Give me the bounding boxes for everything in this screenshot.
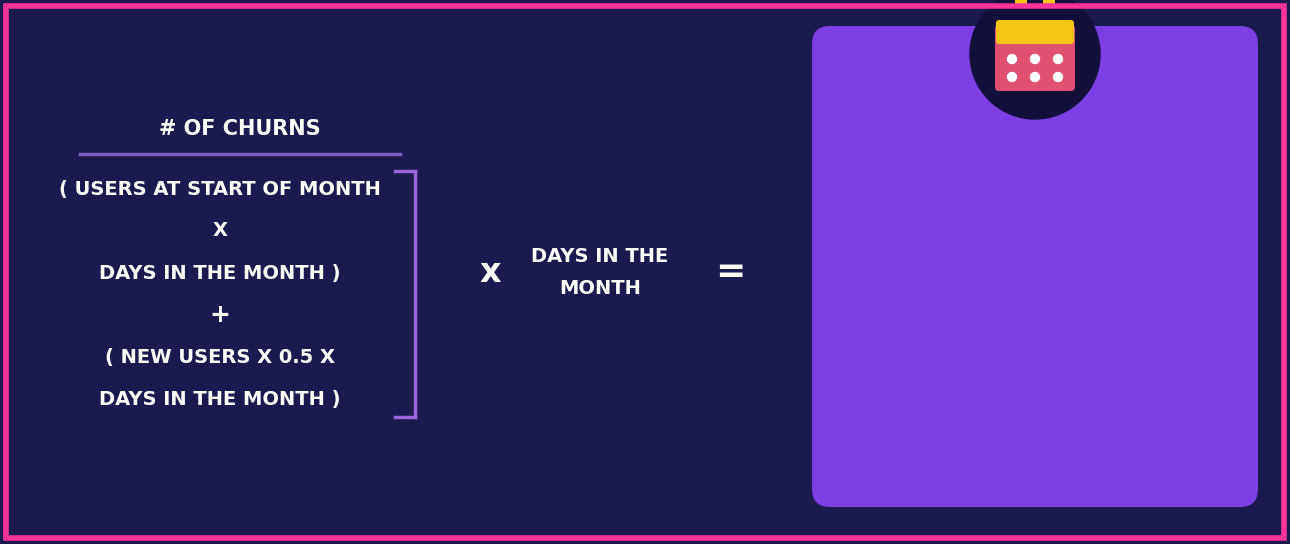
Text: # OF CHURNS: # OF CHURNS	[159, 119, 321, 139]
Circle shape	[1054, 54, 1063, 64]
Circle shape	[1054, 72, 1063, 82]
Text: DAYS IN THE MONTH ): DAYS IN THE MONTH )	[99, 263, 341, 282]
Circle shape	[970, 0, 1100, 119]
Circle shape	[1031, 72, 1040, 82]
Text: MONTHLY: MONTHLY	[953, 305, 1117, 335]
Text: PROBABLE: PROBABLE	[944, 254, 1126, 282]
Text: ( NEW USERS X 0.5 X: ( NEW USERS X 0.5 X	[104, 348, 335, 367]
Text: ( USERS AT START OF MONTH: ( USERS AT START OF MONTH	[59, 180, 381, 199]
Text: DAYS IN THE MONTH ): DAYS IN THE MONTH )	[99, 390, 341, 409]
FancyBboxPatch shape	[811, 26, 1258, 507]
FancyBboxPatch shape	[995, 25, 1075, 91]
Text: X: X	[213, 221, 227, 240]
Circle shape	[1007, 54, 1017, 64]
FancyBboxPatch shape	[1015, 0, 1027, 7]
Text: MONTH: MONTH	[559, 279, 641, 298]
Circle shape	[1007, 72, 1017, 82]
Text: +: +	[209, 303, 231, 327]
FancyBboxPatch shape	[996, 20, 1075, 44]
Text: x: x	[480, 256, 501, 288]
FancyBboxPatch shape	[1044, 0, 1055, 7]
Circle shape	[1031, 54, 1040, 64]
Text: DAYS IN THE: DAYS IN THE	[531, 246, 668, 265]
Text: CHURN: CHURN	[974, 357, 1095, 386]
Text: =: =	[715, 255, 746, 289]
